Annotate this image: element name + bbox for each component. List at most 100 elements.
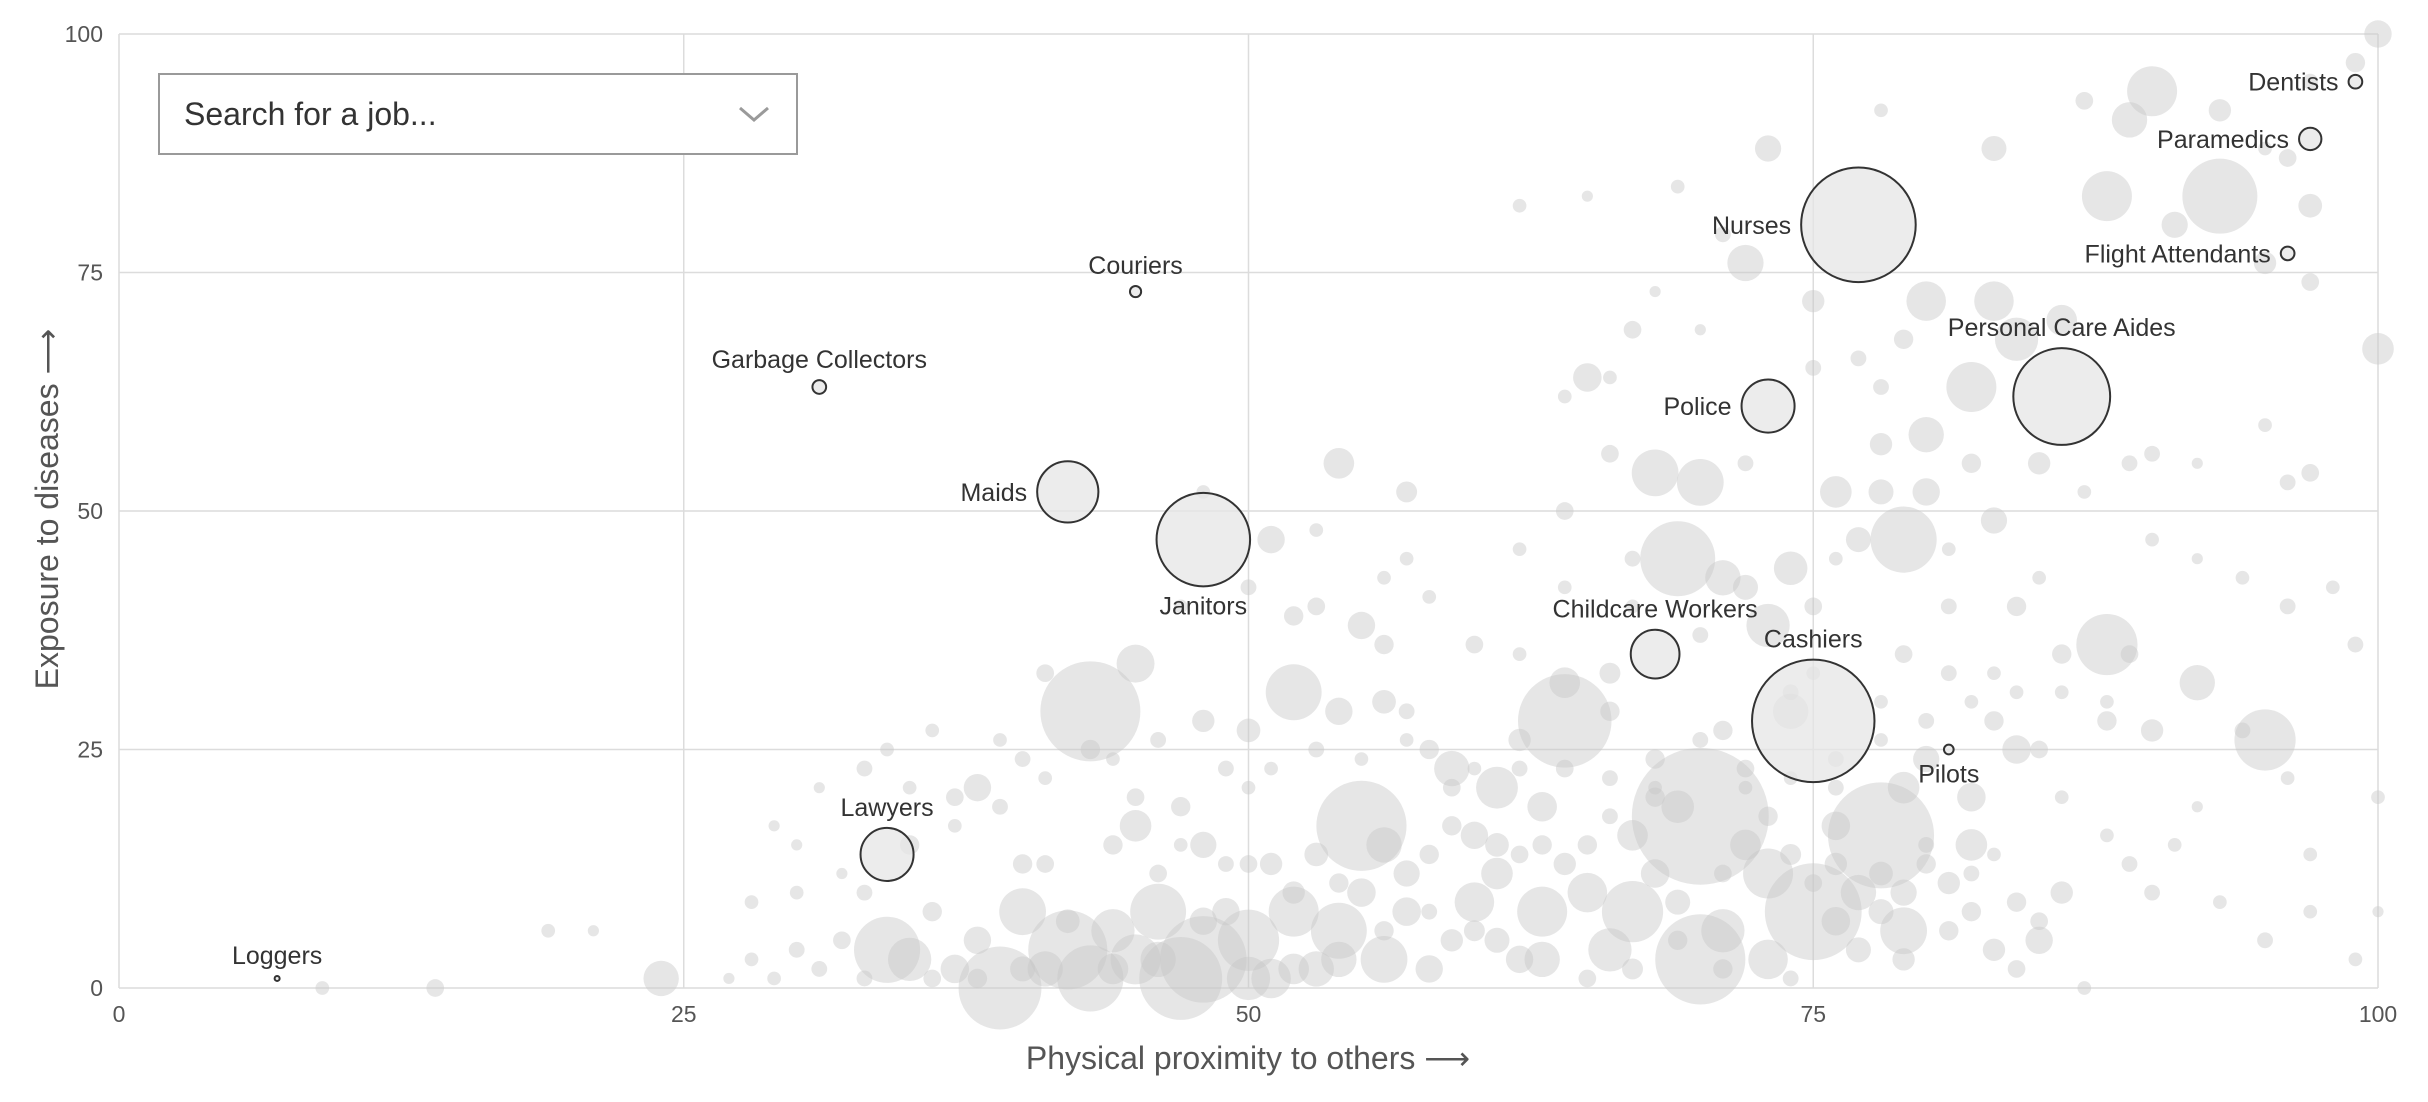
occupation-bubble[interactable]	[925, 723, 940, 738]
occupation-bubble[interactable]	[2097, 711, 2117, 731]
occupation-bubble[interactable]	[1264, 761, 1278, 776]
occupation-bubble[interactable]	[1737, 455, 1754, 472]
occupation-bubble[interactable]	[2144, 884, 2161, 901]
occupation-bubble[interactable]	[813, 782, 825, 794]
occupation-bubble[interactable]	[1623, 320, 1642, 339]
occupation-bubble[interactable]	[1189, 907, 1218, 935]
occupation-bubble[interactable]	[2208, 99, 2232, 122]
occupation-bubble[interactable]	[1149, 864, 1167, 883]
occupation-bubble[interactable]	[1640, 521, 1716, 597]
occupation-bubble[interactable]	[1150, 732, 1167, 748]
occupation-bubble[interactable]	[1804, 874, 1823, 892]
occupation-bubble[interactable]	[1648, 780, 1662, 795]
occupation-bubble[interactable]	[1982, 938, 2006, 962]
occupation-bubble[interactable]	[856, 970, 873, 987]
highlighted-bubble[interactable]	[1740, 378, 1796, 434]
occupation-bubble[interactable]	[1532, 835, 1552, 855]
occupation-bubble[interactable]	[1517, 886, 1568, 937]
occupation-bubble[interactable]	[2279, 598, 2296, 615]
occupation-bubble[interactable]	[2075, 91, 2094, 110]
occupation-bubble[interactable]	[1828, 551, 1843, 566]
occupation-bubble[interactable]	[2191, 553, 2203, 565]
occupation-bubble[interactable]	[2257, 932, 2273, 949]
occupation-bubble[interactable]	[1396, 481, 1418, 503]
occupation-bubble[interactable]	[541, 923, 556, 938]
occupation-bubble[interactable]	[1937, 871, 1960, 895]
occupation-bubble[interactable]	[1393, 860, 1420, 887]
occupation-bubble[interactable]	[2121, 856, 2138, 872]
occupation-bubble[interactable]	[2362, 333, 2394, 365]
occupation-bubble[interactable]	[1893, 329, 1914, 349]
occupation-bubble[interactable]	[2030, 740, 2048, 759]
occupation-bubble[interactable]	[2347, 636, 2364, 653]
occupation-bubble[interactable]	[2258, 141, 2272, 156]
occupation-bubble[interactable]	[767, 971, 781, 986]
occupation-bubble[interactable]	[1622, 958, 1643, 980]
occupation-bubble[interactable]	[2278, 149, 2297, 167]
occupation-bubble[interactable]	[1727, 244, 1764, 282]
occupation-bubble[interactable]	[2030, 912, 2048, 931]
occupation-bubble[interactable]	[2127, 66, 2178, 117]
occupation-bubble[interactable]	[1347, 878, 1376, 907]
occupation-bubble[interactable]	[2144, 445, 2161, 462]
occupation-bubble[interactable]	[1372, 689, 1396, 714]
occupation-bubble[interactable]	[1821, 906, 1851, 936]
occupation-bubble[interactable]	[1027, 951, 1063, 987]
occupation-bubble[interactable]	[853, 916, 921, 983]
occupation-bubble[interactable]	[1139, 937, 1223, 1020]
occupation-bubble[interactable]	[1567, 872, 1608, 913]
occupation-bubble[interactable]	[1442, 816, 1462, 836]
occupation-bubble[interactable]	[723, 972, 735, 985]
occupation-bubble[interactable]	[1625, 599, 1640, 614]
occupation-bubble[interactable]	[1463, 920, 1485, 942]
occupation-bubble[interactable]	[1481, 857, 1513, 890]
occupation-bubble[interactable]	[1434, 750, 1470, 787]
occupation-bubble[interactable]	[768, 820, 780, 832]
occupation-bubble[interactable]	[2179, 665, 2215, 701]
occupation-bubble[interactable]	[856, 760, 873, 777]
occupation-bubble[interactable]	[2301, 464, 2320, 482]
occupation-bubble[interactable]	[2002, 735, 2031, 764]
occupation-bubble[interactable]	[1577, 835, 1598, 855]
occupation-bubble[interactable]	[1329, 873, 1349, 893]
occupation-bubble[interactable]	[1655, 914, 1746, 1005]
occupation-bubble[interactable]	[2076, 613, 2138, 676]
occupation-bubble[interactable]	[1868, 899, 1894, 925]
occupation-bubble[interactable]	[1310, 902, 1367, 959]
occupation-bubble[interactable]	[1259, 852, 1283, 876]
occupation-bubble[interactable]	[1713, 959, 1733, 979]
occupation-bubble[interactable]	[2258, 418, 2272, 432]
highlighted-bubble[interactable]	[2012, 347, 2112, 446]
occupation-bubble[interactable]	[791, 839, 803, 851]
occupation-bubble[interactable]	[1827, 779, 1844, 796]
occupation-bubble[interactable]	[1649, 285, 1661, 298]
occupation-bubble[interactable]	[1097, 953, 1129, 985]
occupation-bubble[interactable]	[1476, 766, 1518, 809]
occupation-bubble[interactable]	[2100, 828, 2114, 843]
occupation-bubble[interactable]	[1241, 780, 1256, 795]
occupation-bubble[interactable]	[2191, 801, 2203, 813]
occupation-bubble[interactable]	[1360, 935, 1408, 983]
occupation-bubble[interactable]	[1824, 852, 1848, 876]
occupation-bubble[interactable]	[1057, 945, 1124, 1012]
occupation-bubble[interactable]	[1512, 198, 1527, 213]
occupation-bubble[interactable]	[1103, 835, 1123, 855]
occupation-bubble[interactable]	[1670, 179, 1685, 194]
highlighted-bubble[interactable]	[1800, 166, 1917, 284]
occupation-bubble[interactable]	[940, 954, 970, 984]
occupation-bubble[interactable]	[1887, 771, 1920, 804]
occupation-bubble[interactable]	[1994, 317, 2039, 361]
occupation-bubble[interactable]	[1524, 941, 1560, 978]
job-search-dropdown[interactable]: Search for a job...	[158, 73, 798, 155]
occupation-bubble[interactable]	[2372, 906, 2384, 918]
occupation-bubble[interactable]	[2120, 645, 2139, 663]
occupation-bubble[interactable]	[1773, 551, 1808, 586]
occupation-bubble[interactable]	[1908, 417, 1944, 453]
occupation-bubble[interactable]	[1055, 909, 1080, 934]
occupation-bubble[interactable]	[2032, 570, 2046, 585]
occupation-bubble[interactable]	[1325, 697, 1353, 726]
occupation-bubble[interactable]	[2145, 532, 2159, 547]
occupation-bubble[interactable]	[1780, 843, 1802, 865]
occupation-bubble[interactable]	[1588, 928, 1632, 972]
occupation-bubble[interactable]	[1890, 879, 1917, 906]
